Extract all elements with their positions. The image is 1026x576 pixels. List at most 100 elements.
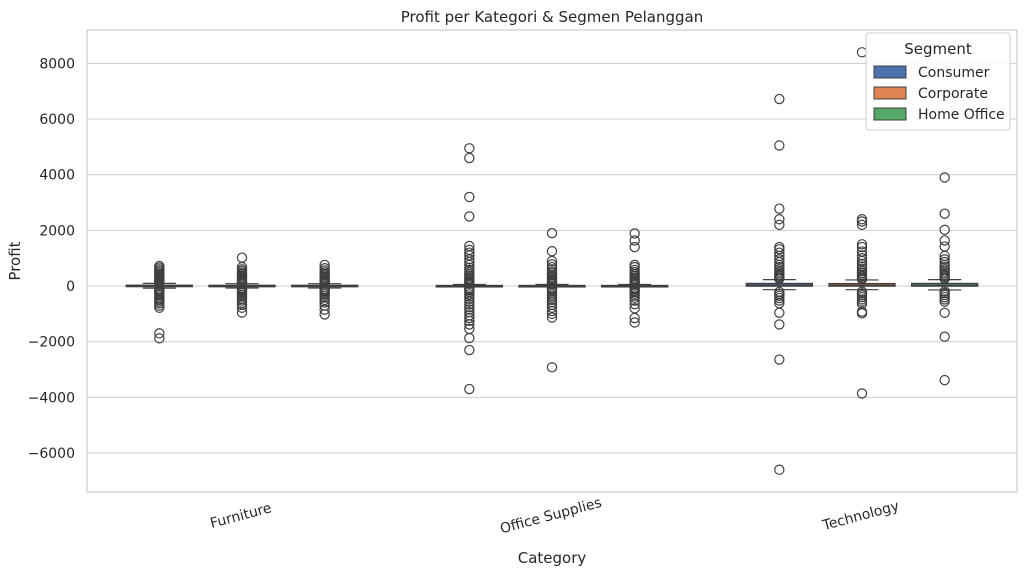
outlier-point xyxy=(856,258,868,269)
outlier-point xyxy=(774,286,785,298)
outlier-point xyxy=(939,241,950,252)
outlier-point xyxy=(939,256,950,268)
outlier-point xyxy=(774,93,785,105)
outlier-point xyxy=(939,331,950,342)
box-home-office-furniture xyxy=(291,259,359,320)
outlier-point xyxy=(774,464,785,475)
box-consumer-furniture xyxy=(125,260,194,344)
outlier-point xyxy=(236,252,248,263)
outlier-point xyxy=(629,264,640,276)
outlier-point xyxy=(774,354,785,365)
outlier-point xyxy=(856,214,868,225)
outlier-point xyxy=(939,286,950,297)
y-tick-label: 4000 xyxy=(39,168,75,184)
outlier-point xyxy=(464,143,475,154)
outlier-point xyxy=(856,306,868,317)
outlier-point xyxy=(319,297,330,308)
outlier-point xyxy=(546,259,558,270)
outlier-point xyxy=(464,191,475,203)
outlier-point xyxy=(856,219,868,231)
outlier-point xyxy=(939,172,950,183)
y-tick-label: 6000 xyxy=(39,112,75,128)
outlier-point xyxy=(856,286,868,297)
outlier-point xyxy=(856,239,868,250)
outlier-point xyxy=(856,241,868,253)
outlier-point xyxy=(464,302,475,313)
outlier-point xyxy=(319,259,330,271)
y-tick-label: 8000 xyxy=(39,56,75,72)
outlier-point xyxy=(939,307,950,318)
outlier-point xyxy=(546,227,558,239)
outlier-point xyxy=(939,224,950,236)
outlier-point xyxy=(464,383,475,395)
outlier-point xyxy=(464,310,475,321)
outlier-point xyxy=(774,254,785,265)
box-corporate-technology xyxy=(828,47,896,399)
outlier-point xyxy=(856,246,868,257)
outlier-point xyxy=(629,303,640,314)
box-consumer-office-supplies xyxy=(435,143,503,395)
outlier-point xyxy=(629,241,640,253)
y-tick-label: 0 xyxy=(66,279,75,295)
legend-label-home-office: Home Office xyxy=(918,107,1005,123)
box-corporate-furniture xyxy=(208,252,276,318)
plot-area xyxy=(125,47,979,475)
outlier-point xyxy=(464,244,475,256)
box-home-office-office-supplies xyxy=(600,228,669,328)
chart-title: Profit per Kategori & Segmen Pelanggan xyxy=(401,8,703,26)
outlier-point xyxy=(154,333,165,344)
outlier-point xyxy=(856,388,868,399)
plot-frame xyxy=(86,29,1018,493)
outlier-point xyxy=(939,235,950,246)
outlier-point xyxy=(319,263,330,274)
y-tick-label: −6000 xyxy=(28,446,75,462)
outlier-point xyxy=(774,219,785,231)
outlier-point xyxy=(774,203,785,214)
y-tick-label: 2000 xyxy=(39,223,75,239)
legend-frame xyxy=(865,32,1011,131)
legend-swatch-corporate xyxy=(873,86,907,100)
outlier-point xyxy=(939,374,950,386)
outlier-point xyxy=(464,344,475,356)
box-corporate-office-supplies xyxy=(518,227,586,373)
y-tick-labels: −6000 −4000 −2000 0 2000 4000 6000 8000 xyxy=(28,56,75,462)
outlier-point xyxy=(774,241,785,253)
outlier-point xyxy=(464,299,475,310)
outlier-point xyxy=(939,254,950,265)
outlier-point xyxy=(154,260,165,272)
outlier-point xyxy=(629,259,640,271)
y-axis-label: Profit xyxy=(6,241,24,280)
legend-label-corporate: Corporate xyxy=(918,86,988,102)
legend-items: Consumer Corporate Home Office xyxy=(873,65,1005,123)
outlier-point xyxy=(546,362,558,373)
outlier-point xyxy=(856,253,868,264)
outlier-point xyxy=(856,261,868,272)
box-home-office-technology xyxy=(910,172,979,386)
box-consumer-technology xyxy=(745,93,813,475)
outlier-point xyxy=(464,211,475,222)
outlier-point xyxy=(774,319,785,330)
outlier-point xyxy=(629,228,640,239)
y-tick-label: −4000 xyxy=(28,390,75,406)
legend-swatch-consumer xyxy=(873,65,907,79)
outlier-point xyxy=(464,240,475,252)
outlier-point xyxy=(546,302,558,313)
outlier-point xyxy=(629,317,640,328)
outlier-point xyxy=(546,246,558,257)
outlier-point xyxy=(154,328,165,339)
outlier-point xyxy=(856,250,868,261)
outlier-point xyxy=(774,214,785,225)
x-axis-label: Category xyxy=(518,549,587,567)
legend-swatch-home-office xyxy=(873,107,907,121)
outlier-point xyxy=(629,235,640,246)
legend-title: Segment xyxy=(904,40,972,58)
outlier-point xyxy=(774,140,785,151)
legend-label-consumer: Consumer xyxy=(918,65,990,81)
outlier-point xyxy=(464,307,475,318)
outlier-point xyxy=(774,247,785,258)
outlier-point xyxy=(464,323,475,335)
outlier-point xyxy=(546,261,558,273)
y-tick-label: −2000 xyxy=(28,335,75,351)
outlier-point xyxy=(939,208,950,219)
